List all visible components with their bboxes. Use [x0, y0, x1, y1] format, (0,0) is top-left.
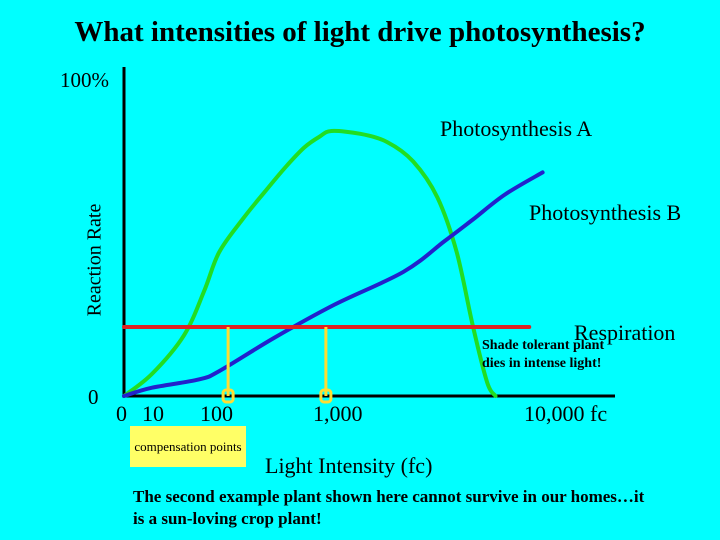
x-axis-label: Light Intensity (fc) — [265, 453, 433, 478]
x-tick-label: 10 — [142, 401, 164, 426]
x-tick-label: 10,000 fc — [524, 401, 608, 426]
compensation-marker — [221, 388, 235, 404]
compensation-marker — [319, 388, 333, 404]
x-tick-label: 100 — [200, 401, 233, 426]
y-tick-label: 100% — [60, 68, 109, 92]
footer-note: The second example plant shown here cann… — [133, 487, 645, 528]
x-tick-label: 0 — [116, 401, 127, 426]
y-tick-label: 0 — [88, 385, 99, 409]
series-label-photosynthesis-a: Photosynthesis A — [440, 116, 593, 141]
series-label-photosynthesis-b: Photosynthesis B — [529, 200, 682, 225]
photosynthesis-a-line — [122, 128, 498, 398]
series-label-respiration: Respiration — [574, 320, 676, 345]
compensation-points-label: compensation points — [130, 426, 246, 467]
chart-title: What intensities of light drive photosyn… — [74, 16, 646, 48]
x-tick-label: 1,000 — [313, 401, 363, 426]
photosynthesis-b-line — [122, 170, 545, 398]
shade-tolerant-note: Shade tolerant plant dies in intense lig… — [482, 338, 605, 371]
